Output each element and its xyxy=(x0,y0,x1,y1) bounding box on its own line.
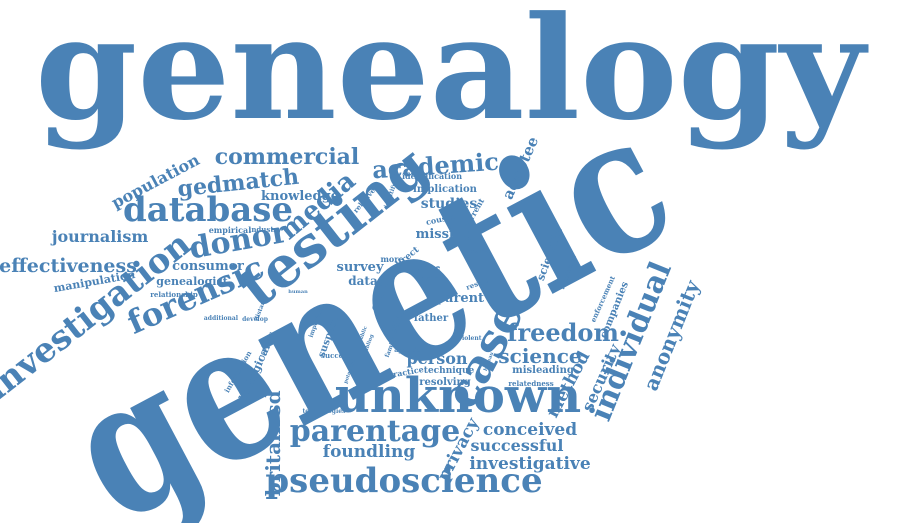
word-crime: crime xyxy=(418,263,441,272)
word-technologies: technologies xyxy=(303,408,347,415)
word-database: database xyxy=(123,190,293,230)
word-missing: missing xyxy=(416,227,473,242)
word-conceived: conceived xyxy=(483,420,577,440)
word-science: science xyxy=(498,344,581,368)
word-studies: studies xyxy=(421,196,478,212)
word-survey: survey xyxy=(337,260,384,275)
word-relationship: relationship xyxy=(150,290,198,299)
word-technique: technique xyxy=(424,366,475,376)
word-effectiveness: effectiveness xyxy=(0,255,137,277)
word-implication: implication xyxy=(413,184,478,195)
word-data: data xyxy=(348,274,378,288)
word-unknown: unknown xyxy=(335,368,581,424)
word-more: more xyxy=(380,254,403,264)
word-human: human xyxy=(288,289,308,295)
word-parent: parent xyxy=(436,291,484,306)
word-relatedness: relatedness xyxy=(508,379,553,388)
word-sd: sd xyxy=(261,390,285,415)
word-person: person xyxy=(406,349,467,368)
word-genealogist: genealogist xyxy=(156,275,228,288)
word-pseudoscience: pseudoscience xyxy=(265,461,542,501)
word-parentage: parentage xyxy=(290,414,460,449)
word-misleading: misleading xyxy=(512,365,574,376)
word-freedom: freedom xyxy=(507,318,619,347)
word-public: public xyxy=(357,325,369,343)
word-foundling: foundling xyxy=(323,442,416,462)
word-develop: develop xyxy=(242,316,268,323)
word-knowledge: knowledge xyxy=(261,189,339,204)
word-commercial: commercial xyxy=(215,144,360,170)
word-resolving: resolving xyxy=(419,377,471,388)
word-agencies: agencies xyxy=(394,347,424,354)
word-success: success xyxy=(321,351,351,360)
word-violent: violent xyxy=(458,335,482,342)
word-successful: successful xyxy=(471,436,564,455)
word-additional: additional xyxy=(204,315,239,322)
word-effective: effective xyxy=(466,249,490,255)
word-investigative: investigative xyxy=(469,454,590,474)
word-industry: industry xyxy=(249,225,283,234)
word-father: father xyxy=(414,313,449,324)
word-consumer: consumer xyxy=(172,259,244,274)
word-genealogy: genealogy xyxy=(35,0,869,152)
word-journalism: journalism xyxy=(50,227,149,246)
word-claim: claim xyxy=(419,274,441,283)
word-identification: identification xyxy=(402,171,462,181)
word-empirical: empirical xyxy=(209,225,252,235)
word-britain: britain xyxy=(261,419,285,496)
